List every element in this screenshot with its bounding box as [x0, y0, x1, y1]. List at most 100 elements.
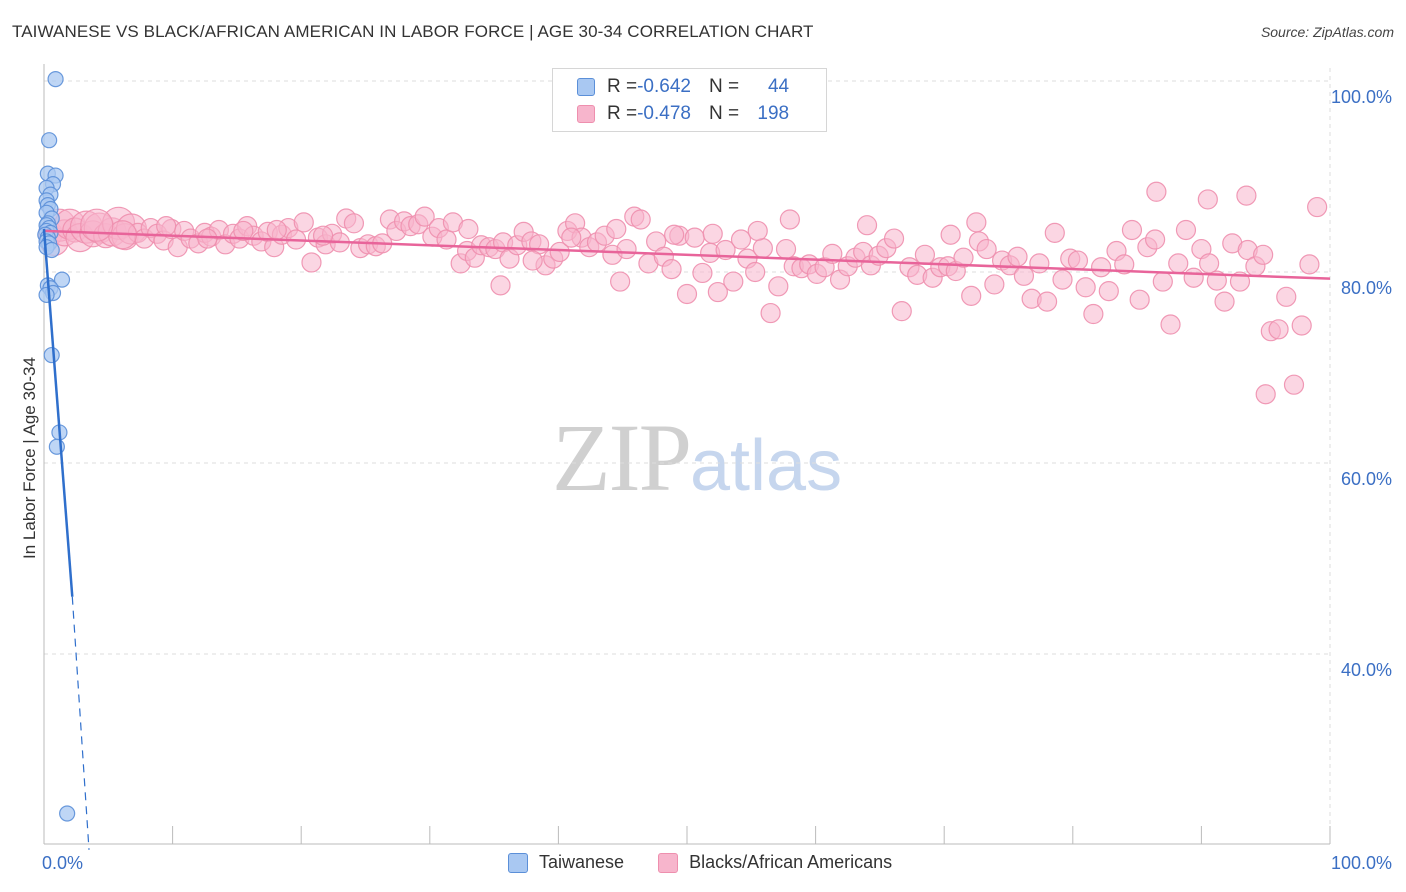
black-trend-line: [43, 229, 1331, 280]
source-label: Source: ZipAtlas.com: [1260, 24, 1394, 40]
black-point: [1168, 253, 1189, 274]
axis-layer: [43, 64, 1331, 845]
series-legend: Taiwanese Blacks/African Americans: [508, 852, 926, 873]
black-point: [747, 220, 768, 242]
black-point: [1152, 271, 1173, 292]
black-point: [692, 262, 713, 284]
legend-r-value: -0.478: [637, 103, 691, 124]
black-point: [684, 227, 705, 248]
legend-n-value: 44: [767, 76, 790, 97]
black-point: [233, 220, 254, 242]
black-point: [458, 218, 479, 240]
black-point: [914, 244, 936, 265]
legend-swatch-taiwanese: [577, 78, 595, 96]
trend-layer: [42, 228, 1331, 850]
black-point: [1229, 271, 1251, 292]
taiwanese-point: [38, 286, 55, 304]
black-point: [1013, 265, 1035, 286]
black-point: [80, 208, 114, 242]
black-point: [768, 276, 789, 297]
taiwanese-point: [43, 241, 60, 259]
black-point: [1276, 286, 1297, 307]
black-point: [1007, 246, 1028, 267]
black-point: [1121, 219, 1143, 241]
taiwanese-trend-extension: [71, 596, 90, 850]
grid-layer: [44, 68, 1331, 844]
black-point: [549, 241, 570, 263]
black-point: [961, 285, 982, 306]
black-point: [1175, 219, 1197, 241]
black-point: [1052, 269, 1073, 290]
black-point: [661, 259, 682, 280]
taiwanese-trend-line: [42, 228, 74, 597]
black-point: [822, 243, 843, 264]
legend-n-value: 198: [757, 103, 790, 124]
black-point: [779, 209, 800, 230]
series-legend-label-taiwanese: Taiwanese: [539, 852, 625, 872]
black-point: [1214, 291, 1235, 312]
black-point: [197, 228, 218, 249]
black-point: [1236, 185, 1257, 206]
black-point: [966, 212, 987, 233]
y-tick-label: 100.0%: [1331, 87, 1392, 107]
black-point: [702, 223, 723, 244]
black-point: [1197, 189, 1218, 210]
legend-r-label: R =: [607, 76, 638, 97]
taiwanese-point: [59, 805, 76, 822]
black-point: [1255, 384, 1276, 405]
black-point: [301, 252, 322, 273]
chart-title: TAIWANESE VS BLACK/AFRICAN AMERICAN IN L…: [12, 22, 814, 41]
black-point: [984, 274, 1005, 295]
series-legend-swatch-black: [658, 852, 679, 873]
taiwanese-point: [53, 271, 71, 288]
black-point: [664, 224, 685, 245]
black-point: [156, 216, 177, 237]
black-point: [1029, 253, 1050, 274]
black-point: [760, 302, 781, 324]
black-point: [976, 238, 997, 260]
legend-row-black: R = -0.478 N = 198: [577, 102, 789, 126]
black-point: [883, 228, 905, 249]
black-point: [723, 271, 744, 292]
black-point: [891, 301, 912, 322]
labels-layer: 100.0% 80.0% 60.0% 40.0% 0.0% 100.0%: [42, 87, 1392, 873]
correlation-legend: R = -0.642 N = 44 R = -0.478 N = 198: [552, 68, 827, 132]
black-point: [752, 238, 773, 259]
y-axis-label: In Labor Force | Age 30-34: [20, 357, 39, 559]
black-point: [606, 218, 627, 240]
black-point: [940, 224, 961, 245]
black-point: [1160, 314, 1181, 335]
taiwanese-point: [43, 346, 60, 364]
black-point: [1083, 303, 1104, 325]
black-point: [1307, 196, 1328, 218]
black-point: [1199, 253, 1220, 274]
x-tick-label: 0.0%: [42, 853, 83, 873]
legend-r-label: R =: [607, 103, 638, 124]
black-point: [1291, 315, 1312, 336]
black-point: [1283, 374, 1305, 395]
black-point: [1253, 244, 1274, 265]
watermark-zip: ZIP: [552, 404, 692, 511]
black-point: [1114, 254, 1135, 275]
series-legend-item-black: Blacks/African Americans: [658, 852, 892, 873]
black-point: [1036, 291, 1058, 312]
watermark-atlas: atlas: [690, 426, 843, 506]
black-point: [1268, 319, 1289, 340]
legend-row-taiwanese: R = -0.642 N = 44: [577, 75, 789, 99]
legend-r-value: -0.642: [637, 76, 691, 97]
black-point: [745, 261, 766, 283]
black-point: [1183, 267, 1204, 288]
black-point: [856, 215, 878, 236]
black-point: [676, 283, 698, 305]
y-tick-label: 40.0%: [1341, 660, 1392, 680]
black-point: [1098, 281, 1119, 302]
series-legend-item-taiwanese: Taiwanese: [508, 852, 624, 873]
black-point: [1146, 181, 1167, 202]
black-point: [490, 275, 511, 296]
black-point: [707, 281, 728, 303]
series-legend-label-black: Blacks/African Americans: [689, 852, 893, 872]
taiwanese-point: [47, 70, 64, 88]
black-point: [730, 229, 752, 250]
black-point: [266, 219, 287, 241]
